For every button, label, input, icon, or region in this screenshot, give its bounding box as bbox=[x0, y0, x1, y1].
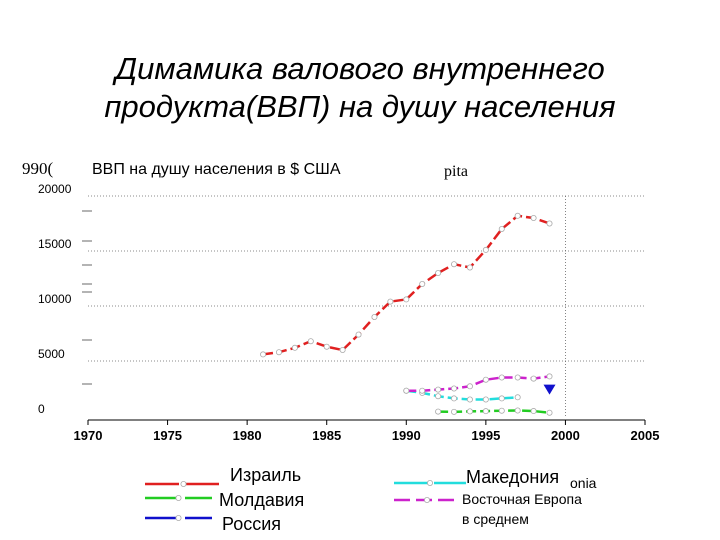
data-point bbox=[466, 264, 473, 271]
series-line bbox=[262, 214, 550, 356]
series-2 bbox=[543, 384, 556, 395]
legend-label-eastern-europe: Восточная Европа bbox=[462, 491, 582, 507]
x-tick-label: 1985 bbox=[312, 428, 341, 443]
data-point bbox=[546, 220, 553, 227]
data-point bbox=[466, 396, 473, 403]
data-point bbox=[514, 374, 521, 381]
data-point bbox=[419, 280, 426, 287]
y-tick-label: 5000 bbox=[38, 347, 65, 361]
data-point bbox=[482, 408, 489, 415]
data-point bbox=[339, 346, 346, 353]
data-point bbox=[435, 408, 442, 415]
x-tick-label: 1975 bbox=[153, 428, 182, 443]
legend-label-eastern-europe-avg: в среднем bbox=[462, 511, 529, 527]
data-point bbox=[514, 407, 521, 414]
data-point bbox=[403, 296, 410, 303]
data-point bbox=[546, 373, 553, 380]
legend-label-macedonia: Македония bbox=[466, 467, 560, 487]
data-point bbox=[323, 343, 330, 350]
data-point bbox=[307, 338, 314, 345]
legend-artifact-overlap: onia bbox=[570, 475, 597, 491]
data-point bbox=[435, 386, 442, 393]
data-point bbox=[466, 383, 473, 390]
y-tick-label: 20000 bbox=[38, 182, 72, 196]
data-point bbox=[543, 384, 556, 395]
data-point bbox=[482, 376, 489, 383]
data-point bbox=[530, 375, 537, 382]
series-4 bbox=[403, 373, 553, 394]
data-point bbox=[451, 261, 458, 268]
legend-label-moldova: Молдавия bbox=[219, 490, 305, 510]
legend-swatch-marker bbox=[175, 515, 182, 522]
data-point bbox=[514, 394, 521, 401]
series-group bbox=[260, 212, 556, 416]
data-point bbox=[387, 298, 394, 305]
data-point bbox=[275, 349, 282, 356]
data-point bbox=[530, 408, 537, 415]
data-point bbox=[498, 374, 505, 381]
data-point bbox=[419, 387, 426, 394]
slide-title: Димамика валового внутреннего продукта(В… bbox=[40, 50, 680, 126]
data-point bbox=[451, 395, 458, 402]
x-tick-label: 1980 bbox=[233, 428, 262, 443]
data-point bbox=[482, 246, 489, 253]
data-point bbox=[498, 225, 505, 232]
legend-swatch-marker bbox=[426, 479, 433, 486]
series-1 bbox=[435, 407, 553, 416]
data-point bbox=[498, 407, 505, 414]
data-point bbox=[451, 408, 458, 415]
artifact-text-left: 990( bbox=[22, 159, 54, 178]
data-point bbox=[530, 214, 537, 221]
x-tick-label: 2005 bbox=[631, 428, 660, 443]
grid bbox=[88, 195, 645, 416]
legend-swatch-marker bbox=[175, 494, 182, 501]
legend-swatches bbox=[145, 479, 466, 522]
axes: 0 5000 10000 15000 20000 1970 1975 1980 1985 1990… bbox=[38, 182, 659, 443]
x-tick-label: 1995 bbox=[471, 428, 500, 443]
data-point bbox=[371, 313, 378, 320]
title-line-1: Димамика валового внутреннего bbox=[115, 51, 605, 86]
legend-swatch-marker bbox=[180, 480, 187, 487]
legend-swatch-marker bbox=[423, 496, 430, 503]
data-point bbox=[546, 409, 553, 416]
data-point bbox=[498, 395, 505, 402]
y-tick-label: 0 bbox=[38, 402, 45, 416]
data-point bbox=[451, 385, 458, 392]
series-0 bbox=[260, 212, 553, 358]
chart-subtitle: ВВП на душу населения в $ США bbox=[92, 161, 341, 178]
data-point bbox=[466, 408, 473, 415]
y-tick-label: 10000 bbox=[38, 292, 72, 306]
data-point bbox=[514, 212, 521, 219]
title-line-2: продукта(ВВП) на душу населения bbox=[104, 89, 616, 124]
x-tick-label: 2000 bbox=[551, 428, 580, 443]
data-point bbox=[355, 331, 362, 338]
data-point bbox=[435, 393, 442, 400]
legend-label-russia: Россия bbox=[222, 514, 282, 534]
data-point bbox=[260, 351, 267, 358]
legend-label-israel: Израиль bbox=[230, 465, 302, 485]
x-tick-label: 1970 bbox=[74, 428, 103, 443]
data-point bbox=[403, 387, 410, 394]
data-point bbox=[482, 396, 489, 403]
y-tick-label: 15000 bbox=[38, 237, 72, 251]
data-point bbox=[291, 344, 298, 351]
x-tick-label: 1990 bbox=[392, 428, 421, 443]
series-line bbox=[406, 375, 550, 392]
data-point bbox=[435, 269, 442, 276]
artifact-text-right: pita bbox=[444, 163, 468, 180]
